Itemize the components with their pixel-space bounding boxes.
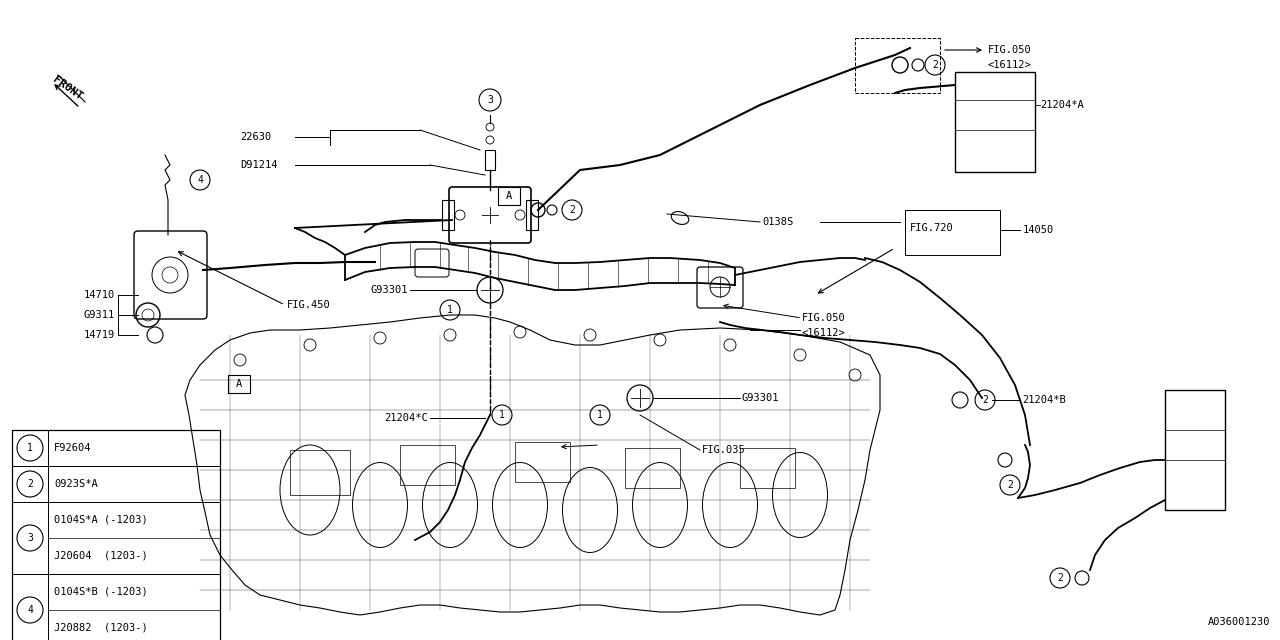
Text: 1: 1: [27, 443, 33, 453]
Text: 3: 3: [488, 95, 493, 105]
Text: <16112>: <16112>: [803, 328, 846, 338]
Bar: [228, 375, 250, 393]
Text: FRONT: FRONT: [51, 74, 84, 102]
Text: FIG.050: FIG.050: [803, 313, 846, 323]
Text: 2: 2: [1057, 573, 1062, 583]
Text: G9311: G9311: [83, 310, 115, 320]
Text: 21204*A: 21204*A: [1039, 100, 1084, 110]
Bar: [485, 150, 495, 170]
Text: 0923S*A: 0923S*A: [54, 479, 97, 489]
Text: 2: 2: [932, 60, 938, 70]
Text: 3: 3: [27, 533, 33, 543]
Text: J20882  (1203-): J20882 (1203-): [54, 623, 147, 633]
Text: 0104S*A (-1203): 0104S*A (-1203): [54, 515, 147, 525]
Bar: [1165, 390, 1225, 510]
Text: 4: 4: [197, 175, 204, 185]
Text: A: A: [236, 379, 242, 389]
Text: 21204*B: 21204*B: [1021, 395, 1066, 405]
Text: A036001230: A036001230: [1207, 617, 1270, 627]
Bar: [498, 187, 520, 205]
Text: FIG.035: FIG.035: [701, 445, 746, 455]
Bar: [905, 210, 1000, 255]
Text: FIG.050: FIG.050: [988, 45, 1032, 55]
Bar: [855, 38, 940, 93]
Text: G93301: G93301: [370, 285, 408, 295]
Text: 2: 2: [27, 479, 33, 489]
Bar: [955, 72, 1036, 172]
Text: J20604  (1203-): J20604 (1203-): [54, 551, 147, 561]
Bar: [740, 448, 795, 488]
Text: 2: 2: [982, 395, 988, 405]
Text: 14050: 14050: [1023, 225, 1055, 235]
Text: 22630: 22630: [241, 132, 271, 142]
Text: F92604: F92604: [54, 443, 91, 453]
Text: 1: 1: [447, 305, 453, 315]
Text: 4: 4: [27, 605, 33, 615]
Text: 14710: 14710: [83, 290, 115, 300]
Bar: [515, 442, 570, 482]
Bar: [442, 200, 454, 230]
Text: 1: 1: [499, 410, 504, 420]
Text: 21204*C: 21204*C: [384, 413, 428, 423]
Text: A: A: [506, 191, 512, 201]
Bar: [526, 200, 538, 230]
Text: G93301: G93301: [742, 393, 780, 403]
Text: 1: 1: [596, 410, 603, 420]
Text: FIG.720: FIG.720: [910, 223, 954, 233]
Text: 0138S: 0138S: [762, 217, 794, 227]
Text: 2: 2: [570, 205, 575, 215]
Bar: [291, 450, 349, 495]
Text: <16112>: <16112>: [988, 60, 1032, 70]
Text: 2: 2: [1007, 480, 1012, 490]
Bar: [399, 445, 454, 485]
Text: FIG.450: FIG.450: [287, 300, 330, 310]
Bar: [12, 430, 220, 640]
Text: 14719: 14719: [83, 330, 115, 340]
Bar: [625, 448, 680, 488]
Text: 0104S*B (-1203): 0104S*B (-1203): [54, 587, 147, 597]
Text: D91214: D91214: [241, 160, 278, 170]
